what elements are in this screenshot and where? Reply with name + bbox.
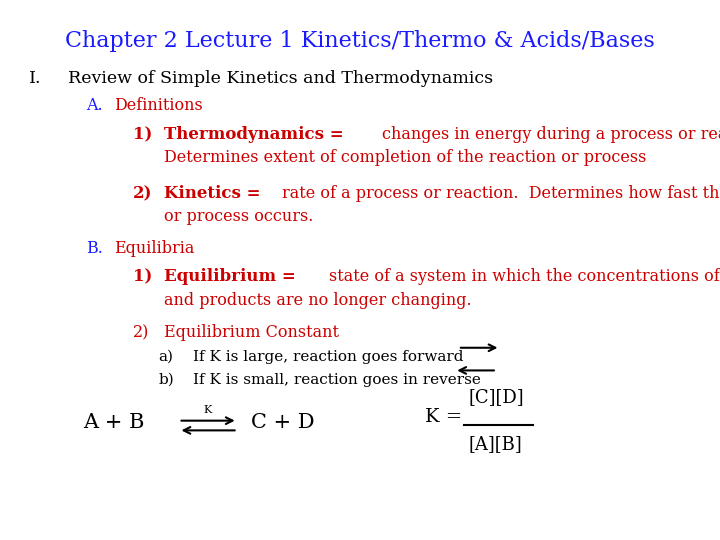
Text: a): a)	[158, 350, 174, 364]
Text: A + B: A + B	[83, 413, 144, 432]
Text: If K is large, reaction goes forward: If K is large, reaction goes forward	[193, 350, 464, 364]
Text: K =: K =	[425, 408, 462, 426]
Text: If K is small, reaction goes in reverse: If K is small, reaction goes in reverse	[193, 373, 481, 387]
Text: Equilibrium Constant: Equilibrium Constant	[164, 324, 339, 341]
Text: Definitions: Definitions	[114, 97, 202, 114]
Text: Equilibrium =: Equilibrium =	[164, 268, 296, 285]
Text: state of a system in which the concentrations of reactants: state of a system in which the concentra…	[329, 268, 720, 285]
Text: Chapter 2 Lecture 1 Kinetics/Thermo & Acids/Bases: Chapter 2 Lecture 1 Kinetics/Thermo & Ac…	[65, 30, 655, 52]
Text: changes in energy during a process or reaction.: changes in energy during a process or re…	[382, 126, 720, 143]
Text: [C][D]: [C][D]	[468, 388, 523, 406]
Text: and products are no longer changing.: and products are no longer changing.	[164, 292, 472, 308]
Text: 2): 2)	[133, 324, 150, 341]
Text: 1): 1)	[133, 268, 153, 285]
Text: Review of Simple Kinetics and Thermodynamics: Review of Simple Kinetics and Thermodyna…	[68, 70, 493, 87]
Text: B.: B.	[86, 240, 103, 257]
Text: Kinetics =: Kinetics =	[164, 185, 261, 202]
Text: K: K	[203, 404, 212, 415]
Text: rate of a process or reaction.  Determines how fast the reaction: rate of a process or reaction. Determine…	[282, 185, 720, 202]
Text: Thermodynamics =: Thermodynamics =	[164, 126, 343, 143]
Text: 2): 2)	[133, 185, 153, 202]
Text: Determines extent of completion of the reaction or process: Determines extent of completion of the r…	[164, 149, 647, 166]
Text: or process occurs.: or process occurs.	[164, 208, 313, 225]
Text: 1): 1)	[133, 126, 153, 143]
Text: A.: A.	[86, 97, 103, 114]
Text: C + D: C + D	[251, 413, 314, 432]
Text: Equilibria: Equilibria	[114, 240, 194, 257]
Text: [A][B]: [A][B]	[468, 435, 522, 453]
Text: I.: I.	[29, 70, 41, 87]
Text: b): b)	[158, 373, 174, 387]
